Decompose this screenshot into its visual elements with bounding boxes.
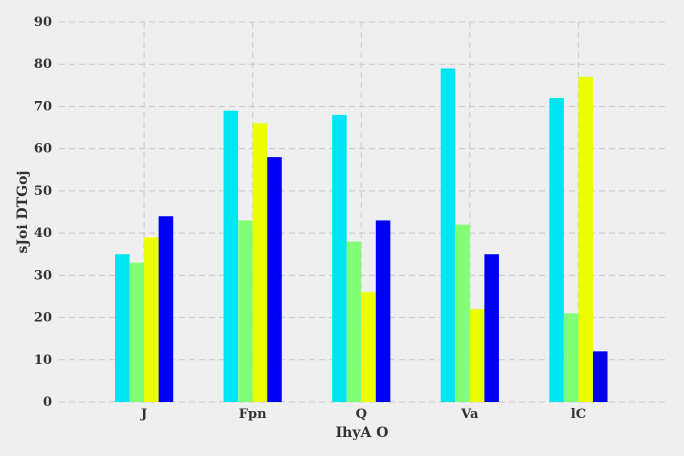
x-axis-title: IhyA O — [336, 425, 389, 441]
bar-series-1-Q — [332, 114, 347, 402]
bar-series-2-Va — [455, 224, 470, 402]
y-axis-title: sJoi DTGoj — [15, 171, 31, 254]
bar-series-4-lC — [592, 351, 608, 402]
bar-series-3-lC — [578, 76, 593, 402]
y-tick-label: 70 — [34, 99, 52, 114]
x-axis-ticks: J Fpn Q Va lC — [140, 407, 586, 422]
y-tick-label: 60 — [34, 142, 52, 157]
bar-series-2-lC — [563, 313, 579, 402]
x-tick-label: Q — [356, 407, 367, 422]
y-axis-ticks: 0 10 20 30 40 50 60 70 80 90 — [34, 15, 52, 410]
y-tick-label: 30 — [34, 268, 52, 283]
bar-series-3-J — [144, 237, 159, 402]
x-tick-label: Fpn — [239, 407, 267, 422]
bar-series-3-Q — [361, 292, 376, 402]
bar-series-1-J — [114, 254, 130, 402]
bar-series-3-Fpn — [252, 123, 268, 402]
bar-series-1-lC — [549, 98, 564, 402]
y-tick-label: 40 — [34, 226, 52, 241]
bar-series-4-Fpn — [267, 157, 282, 402]
x-tick-label: Va — [460, 407, 479, 422]
x-tick-label: lC — [571, 407, 586, 422]
x-tick-label: J — [140, 407, 147, 422]
y-tick-label: 20 — [34, 311, 52, 326]
bar-series-4-Va — [484, 254, 499, 402]
bar-series-1-Fpn — [223, 110, 239, 403]
y-tick-label: 80 — [34, 57, 52, 72]
bar-series-1-Va — [440, 68, 456, 402]
bar-series-4-Q — [375, 220, 391, 402]
y-tick-label: 50 — [34, 184, 52, 199]
bar-series-3-Va — [469, 309, 485, 402]
y-tick-label: 90 — [34, 15, 52, 30]
bars — [114, 68, 608, 403]
bar-series-2-Fpn — [238, 220, 253, 402]
y-tick-label: 0 — [43, 395, 52, 410]
bar-series-4-J — [158, 216, 174, 402]
y-tick-label: 10 — [34, 353, 52, 368]
bar-series-2-J — [129, 262, 145, 402]
bar-series-2-Q — [346, 241, 362, 402]
